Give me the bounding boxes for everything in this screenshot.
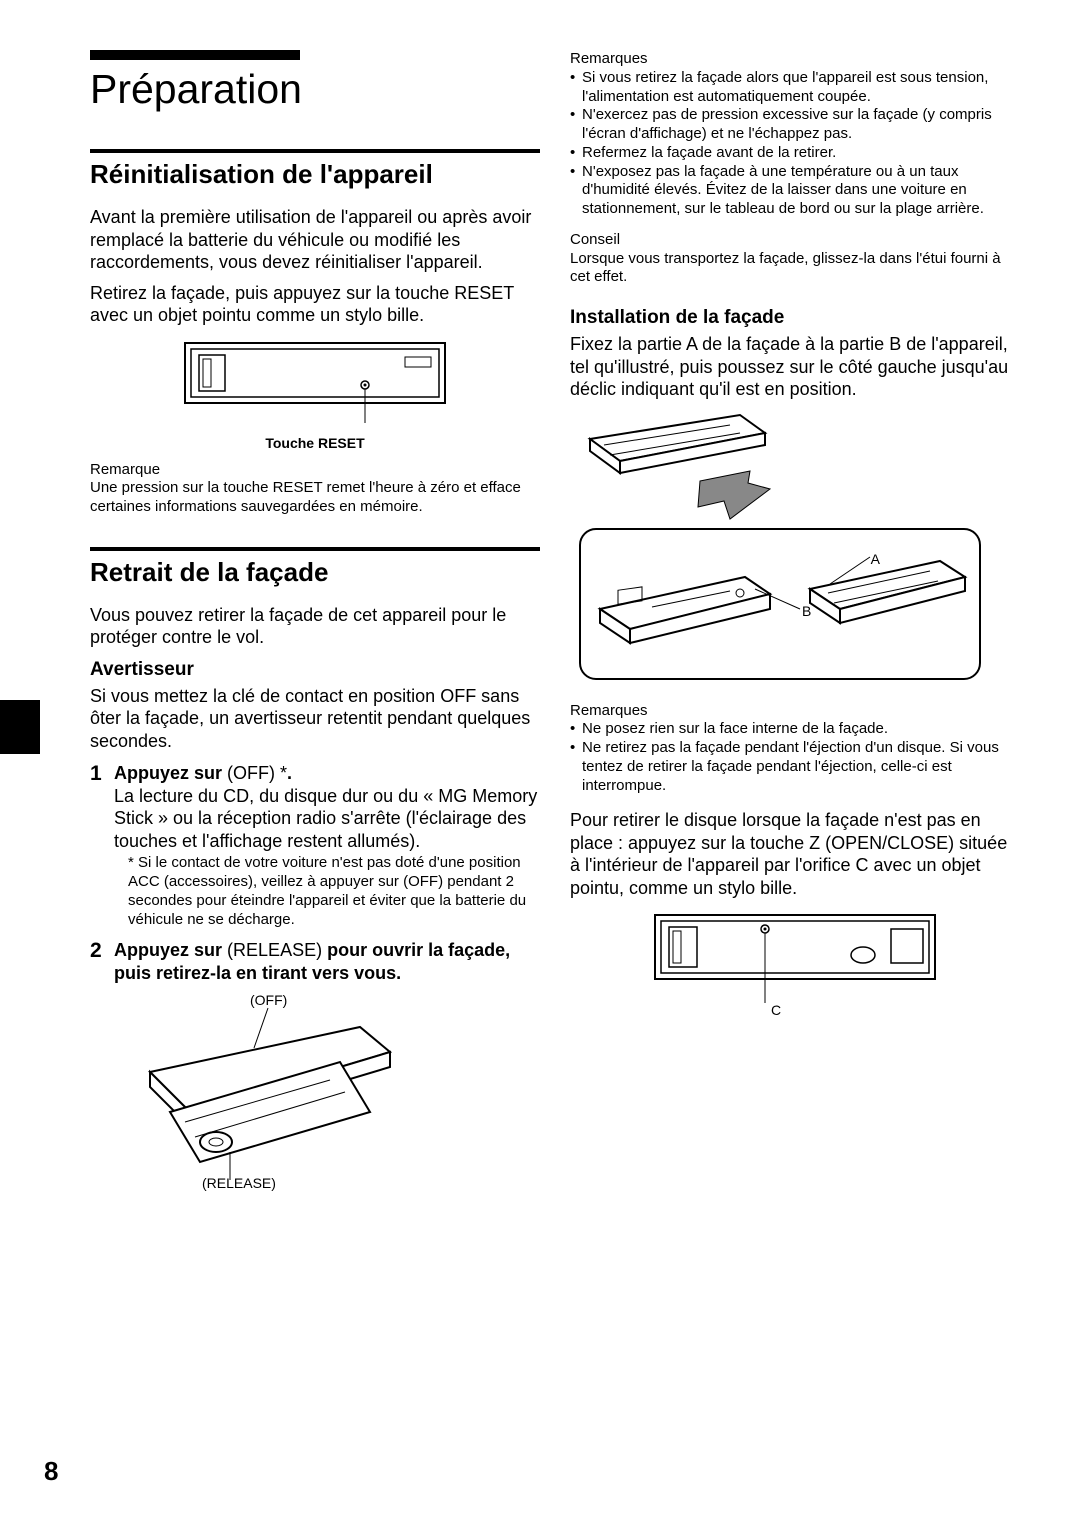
install-figure bbox=[570, 409, 990, 689]
remark-item: Refermez la façade avant de la retirer. bbox=[570, 144, 1020, 163]
step1-num: 1 bbox=[90, 762, 114, 929]
step1-period: . bbox=[287, 763, 292, 783]
section2-title: Retrait de la façade bbox=[90, 557, 540, 588]
step1-label: Appuyez sur bbox=[114, 763, 222, 783]
remarks-list: Si vous retirez la façade alors que l'ap… bbox=[570, 69, 1020, 219]
install-figure-wrap: A B bbox=[570, 409, 990, 694]
release-figure-wrap: (OFF) (RELEASE) bbox=[130, 992, 410, 1187]
tip-text: Lorsque vous transportez la façade, glis… bbox=[570, 250, 1020, 288]
step2-num: 2 bbox=[90, 939, 114, 984]
section-rule-2 bbox=[90, 547, 540, 551]
c-figure bbox=[645, 907, 945, 1007]
step1-body-text: La lecture du CD, du disque dur ou du « … bbox=[114, 786, 537, 851]
avert-title: Avertisseur bbox=[90, 659, 540, 681]
c-figure-wrap: C bbox=[645, 907, 945, 1012]
step-2: 2 Appuyez sur (RELEASE) pour ouvrir la f… bbox=[90, 939, 540, 984]
remarks-label: Remarques bbox=[570, 50, 1020, 69]
reset-figure bbox=[175, 335, 455, 425]
page-columns: Préparation Réinitialisation de l'appare… bbox=[90, 50, 1020, 1187]
install-text: Fixez la partie A de la façade à la part… bbox=[570, 333, 1020, 401]
remark2-item: Ne retirez pas la façade pendant l'éject… bbox=[570, 739, 1020, 795]
final-text: Pour retirer le disque lorsque la façade… bbox=[570, 809, 1020, 899]
note1-label: Remarque bbox=[90, 461, 540, 480]
remark-item: N'exposez pas la façade à une températur… bbox=[570, 163, 1020, 219]
step1-button: (OFF) * bbox=[227, 763, 287, 783]
remark2-item: Ne posez rien sur la face interne de la … bbox=[570, 720, 1020, 739]
tip-label: Conseil bbox=[570, 231, 1020, 250]
fig3-b: B bbox=[802, 603, 811, 619]
step2-b: (RELEASE) bbox=[227, 940, 322, 960]
remarks2-list: Ne posez rien sur la face interne de la … bbox=[570, 720, 1020, 795]
title-bar bbox=[90, 50, 300, 60]
fig2-off: (OFF) bbox=[250, 992, 287, 1008]
section1-title: Réinitialisation de l'appareil bbox=[90, 159, 540, 190]
section2-p1: Vous pouvez retirer la façade de cet app… bbox=[90, 604, 540, 649]
step-1: 1 Appuyez sur (OFF) *. La lecture du CD,… bbox=[90, 762, 540, 929]
fig4-c: C bbox=[771, 1002, 781, 1018]
page-tab bbox=[0, 700, 40, 754]
remark-item: Si vous retirez la façade alors que l'ap… bbox=[570, 69, 1020, 107]
main-title: Préparation bbox=[90, 66, 540, 113]
fig1-caption: Touche RESET bbox=[90, 435, 540, 451]
section-rule bbox=[90, 149, 540, 153]
section1-p2: Retirez la façade, puis appuyez sur la t… bbox=[90, 282, 540, 327]
step2-body: Appuyez sur (RELEASE) pour ouvrir la faç… bbox=[114, 939, 540, 984]
fig2-release: (RELEASE) bbox=[202, 1175, 276, 1191]
step2-a: Appuyez sur bbox=[114, 940, 222, 960]
step1-body: Appuyez sur (OFF) *. La lecture du CD, d… bbox=[114, 762, 540, 929]
step1-footnote: * Si le contact de votre voiture n'est p… bbox=[114, 854, 540, 929]
note1-text: Une pression sur la touche RESET remet l… bbox=[90, 479, 540, 517]
right-column: Remarques Si vous retirez la façade alor… bbox=[570, 50, 1020, 1187]
remark-item: N'exercez pas de pression excessive sur … bbox=[570, 106, 1020, 144]
section1-p1: Avant la première utilisation de l'appar… bbox=[90, 206, 540, 274]
fig3-a: A bbox=[871, 551, 880, 567]
page-number: 8 bbox=[44, 1456, 58, 1487]
remarks2-label: Remarques bbox=[570, 702, 1020, 721]
left-column: Préparation Réinitialisation de l'appare… bbox=[90, 50, 540, 1187]
release-figure bbox=[130, 992, 410, 1182]
avert-text: Si vous mettez la clé de contact en posi… bbox=[90, 685, 540, 753]
install-title: Installation de la façade bbox=[570, 307, 1020, 329]
